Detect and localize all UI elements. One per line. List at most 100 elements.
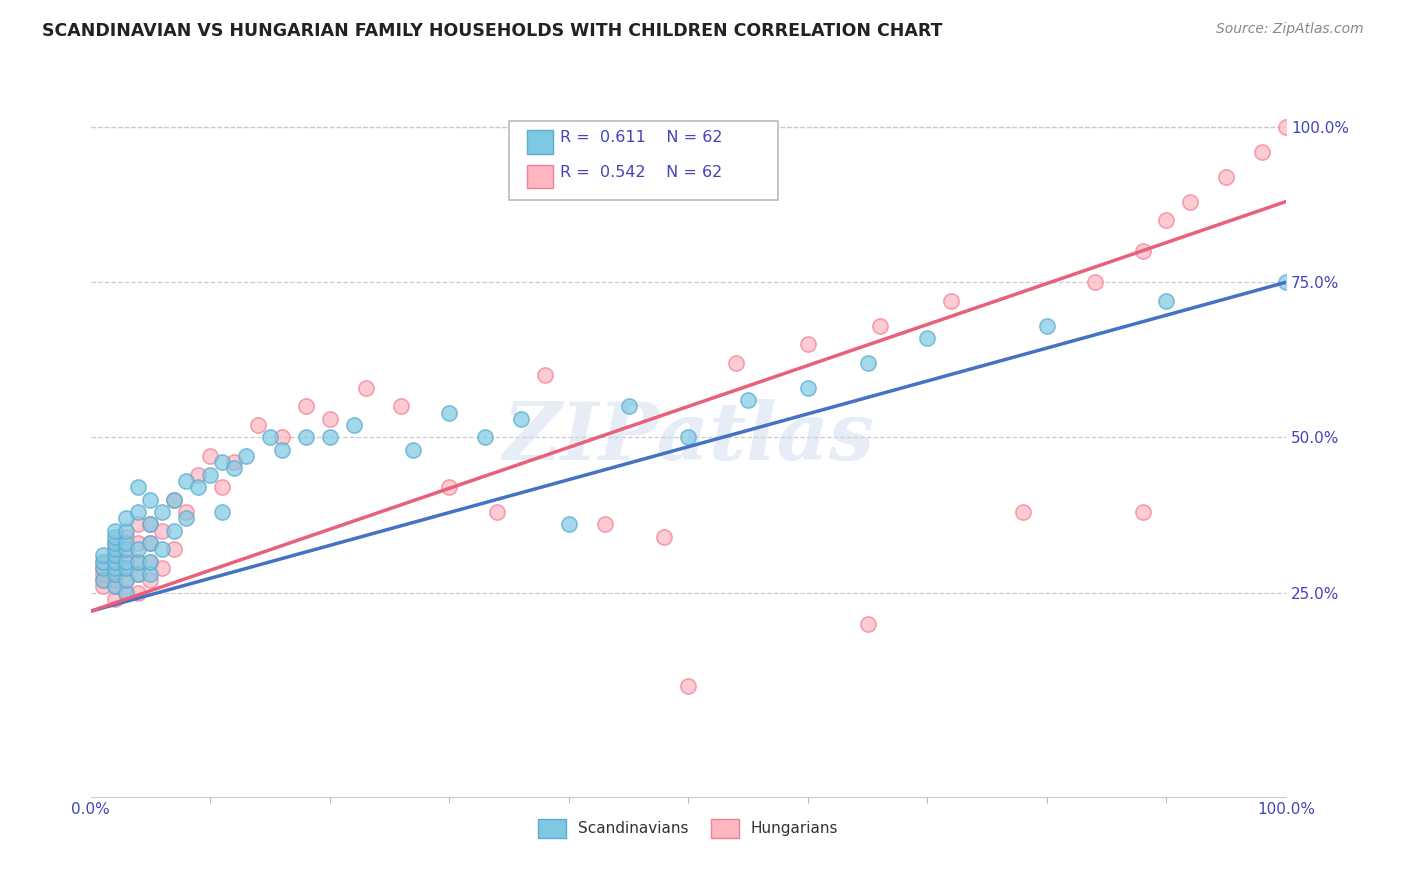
Point (198, 467, 221, 482)
Point (127, 505, 149, 519)
Point (222, 455, 245, 469)
Point (103, 549, 125, 563)
Point (91, 561, 114, 575)
Point (115, 585, 138, 599)
Point (1180, 194, 1202, 209)
Point (127, 555, 149, 569)
Point (1132, 244, 1154, 259)
Point (1215, 169, 1237, 184)
Point (163, 542, 186, 557)
Point (139, 536, 162, 550)
Point (103, 524, 125, 538)
Point (91, 573, 114, 587)
Point (869, 318, 891, 333)
Point (1132, 505, 1154, 519)
Point (115, 524, 138, 538)
Point (318, 430, 340, 444)
Point (91, 573, 114, 587)
Point (187, 480, 209, 494)
Point (678, 430, 700, 444)
Point (127, 542, 149, 557)
Point (318, 412, 340, 426)
Point (1084, 275, 1107, 289)
Point (115, 585, 138, 599)
Point (198, 449, 221, 463)
Point (1251, 145, 1274, 159)
Point (139, 492, 162, 507)
Point (856, 356, 879, 370)
Point (270, 430, 292, 444)
Point (127, 566, 149, 581)
Point (115, 542, 138, 557)
Point (91, 555, 114, 569)
Point (115, 561, 138, 575)
Bar (527, 164, 553, 188)
Point (617, 400, 640, 414)
Point (103, 536, 125, 550)
Point (174, 505, 197, 519)
Point (103, 579, 125, 593)
Point (150, 524, 173, 538)
Point (150, 561, 173, 575)
Point (474, 430, 496, 444)
Point (150, 542, 173, 557)
Point (103, 530, 125, 544)
Bar (527, 130, 553, 153)
Point (510, 412, 533, 426)
Point (103, 573, 125, 587)
Point (139, 536, 162, 550)
Point (737, 393, 759, 408)
Point (127, 517, 149, 532)
Point (389, 400, 412, 414)
Point (917, 331, 939, 345)
Point (342, 417, 364, 432)
Text: R =  0.542    N = 62: R = 0.542 N = 62 (561, 164, 723, 179)
Point (534, 368, 557, 383)
Point (941, 293, 963, 308)
Point (246, 417, 269, 432)
Point (139, 555, 162, 569)
FancyBboxPatch shape (509, 120, 778, 200)
Point (91, 549, 114, 563)
Point (294, 400, 316, 414)
Point (402, 442, 425, 457)
Point (439, 406, 461, 420)
Point (211, 455, 233, 469)
Point (211, 480, 233, 494)
Point (139, 555, 162, 569)
Point (103, 566, 125, 581)
Point (797, 381, 820, 395)
Point (222, 461, 245, 475)
Text: SCANDINAVIAN VS HUNGARIAN FAMILY HOUSEHOLDS WITH CHILDREN CORRELATION CHART: SCANDINAVIAN VS HUNGARIAN FAMILY HOUSEHO… (42, 22, 942, 40)
Point (558, 517, 581, 532)
Point (127, 536, 149, 550)
Point (91, 561, 114, 575)
Point (294, 430, 316, 444)
Point (1275, 120, 1298, 134)
Point (211, 505, 233, 519)
Point (103, 591, 125, 606)
Point (115, 561, 138, 575)
Point (91, 579, 114, 593)
Point (91, 566, 114, 581)
Point (103, 549, 125, 563)
Point (1275, 275, 1298, 289)
Point (115, 536, 138, 550)
Point (91, 555, 114, 569)
Point (103, 555, 125, 569)
Point (593, 517, 616, 532)
Point (103, 542, 125, 557)
Point (127, 480, 149, 494)
Point (270, 442, 292, 457)
Text: R =  0.611    N = 62: R = 0.611 N = 62 (561, 130, 723, 145)
Point (1156, 293, 1178, 308)
Point (115, 555, 138, 569)
Legend: Scandinavians, Hungarians: Scandinavians, Hungarians (531, 813, 845, 844)
Point (115, 573, 138, 587)
Point (163, 492, 186, 507)
Point (127, 555, 149, 569)
Point (235, 449, 257, 463)
Point (1012, 505, 1035, 519)
Point (103, 555, 125, 569)
Text: Source: ZipAtlas.com: Source: ZipAtlas.com (1216, 22, 1364, 37)
